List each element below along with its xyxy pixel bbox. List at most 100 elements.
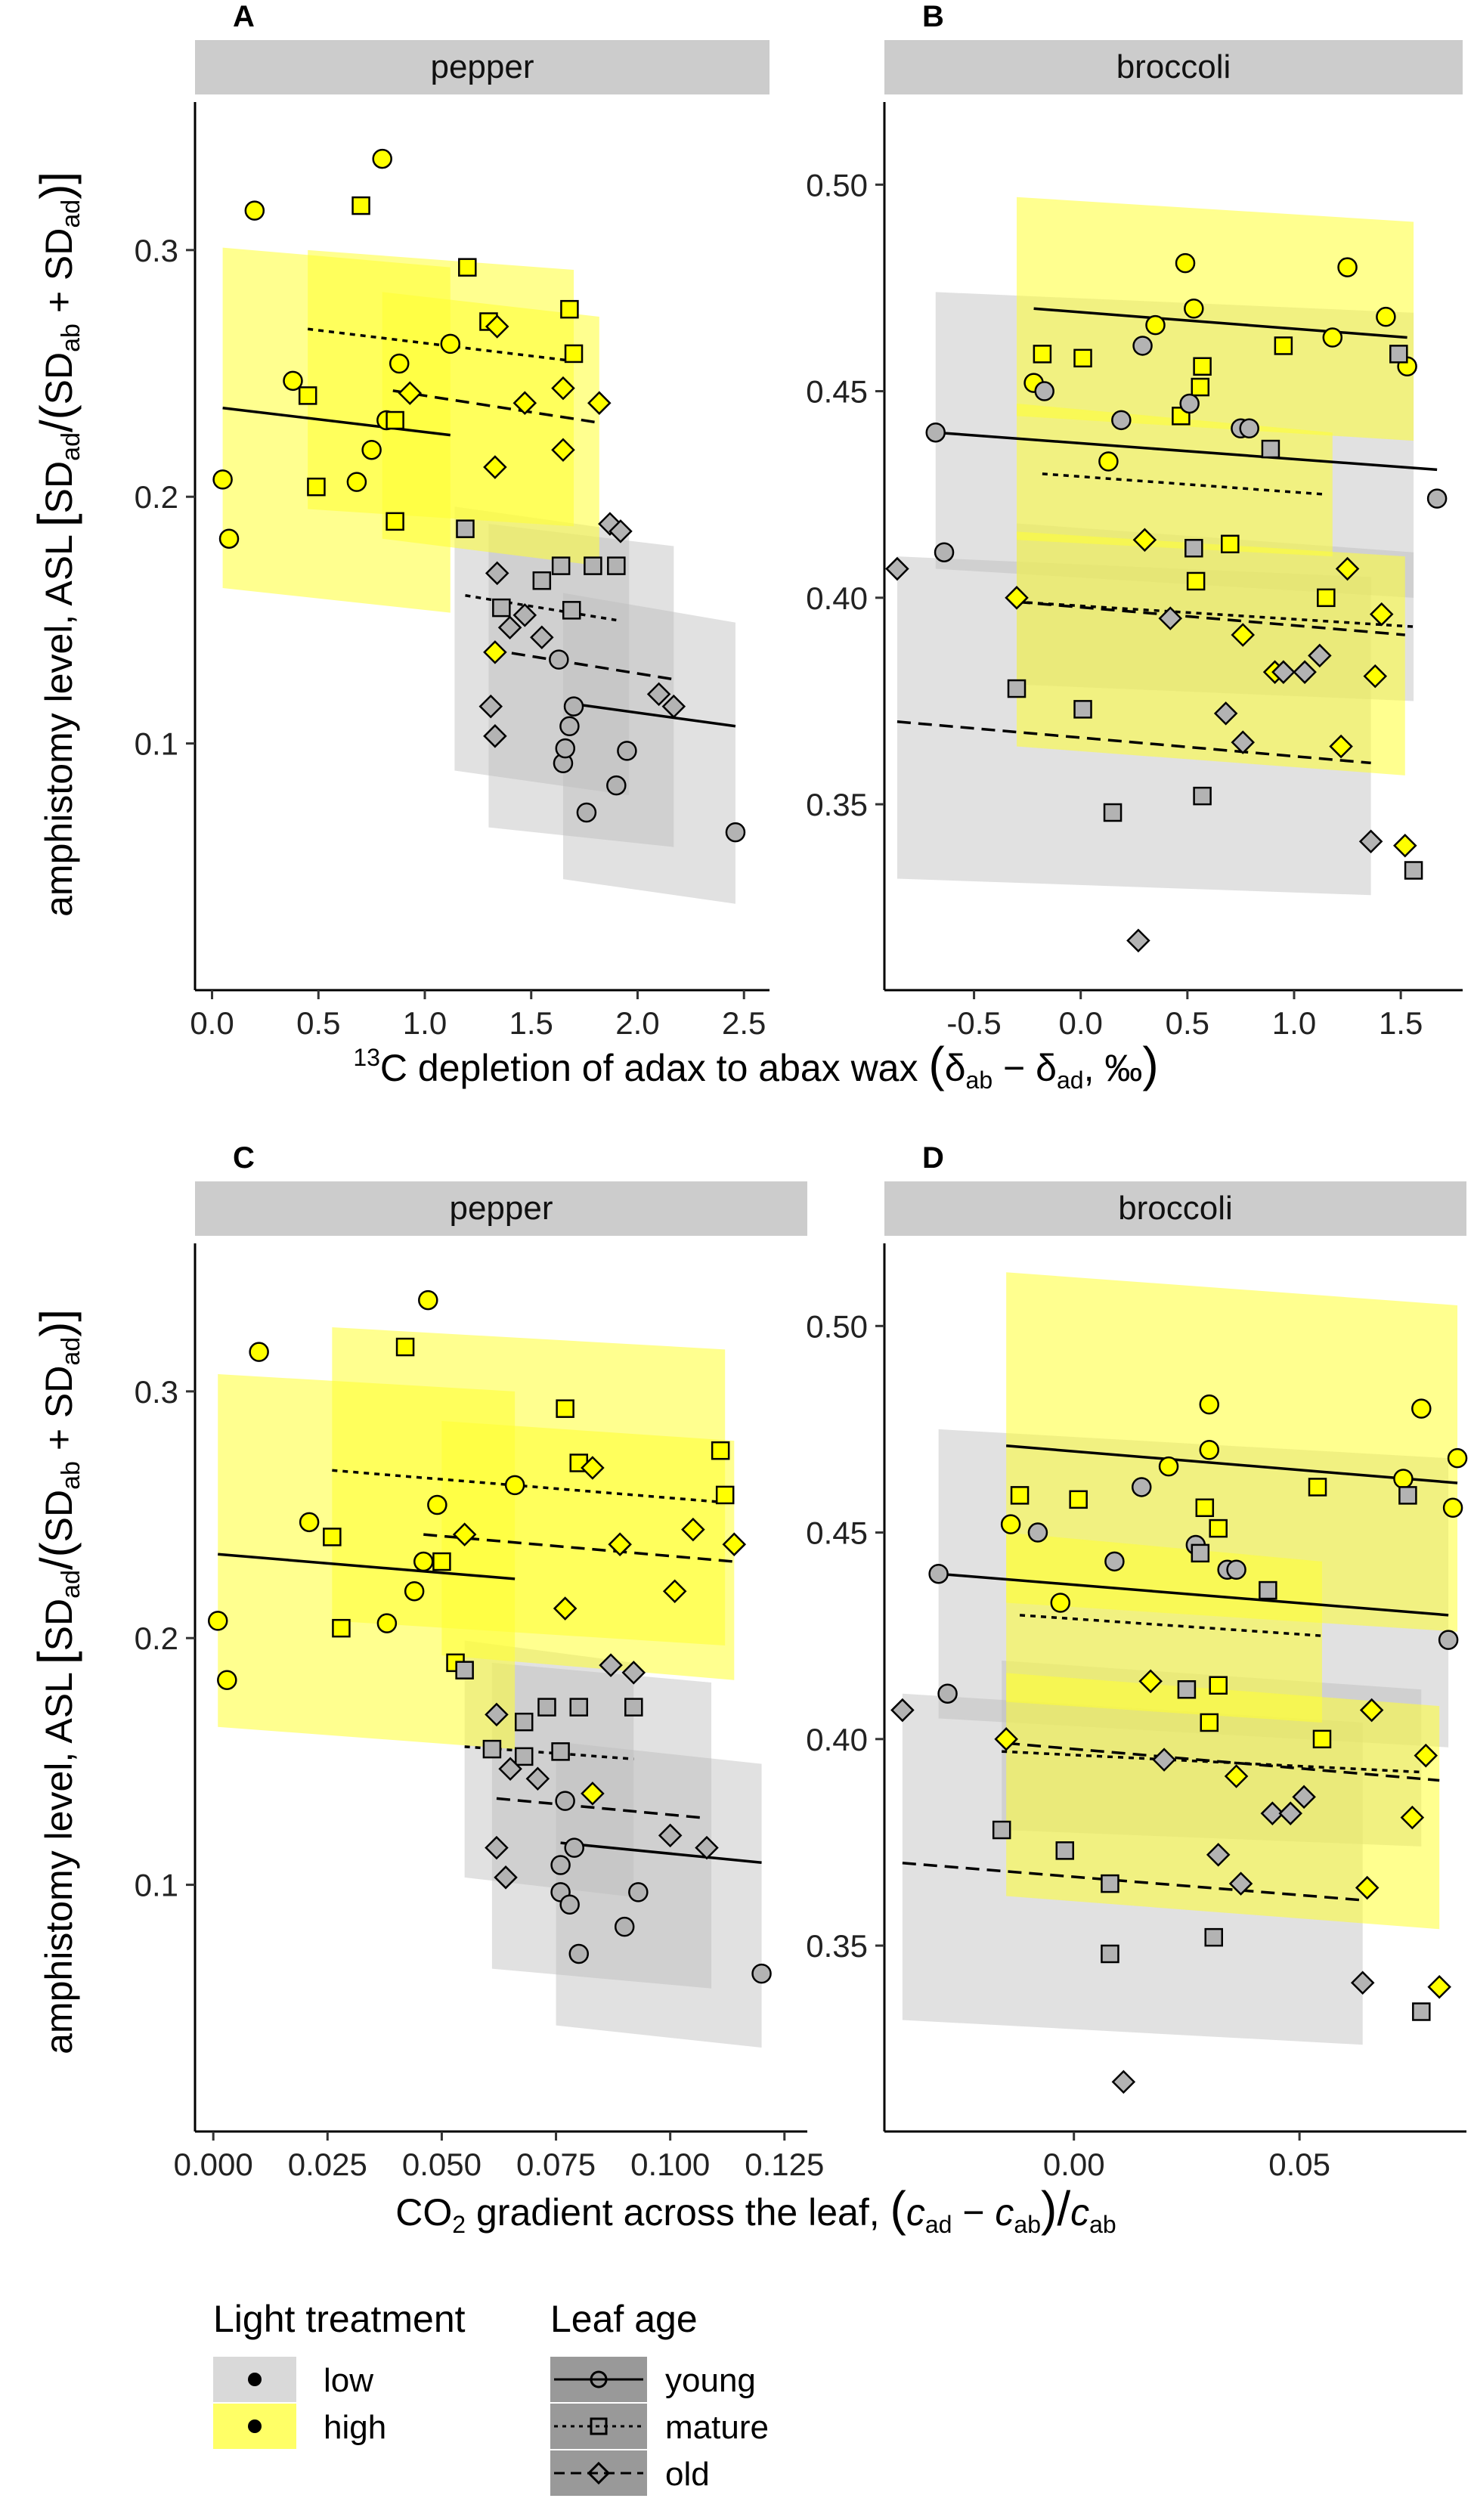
strip-b bbox=[884, 40, 1463, 94]
x-tick-label: 0.025 bbox=[288, 2147, 367, 2182]
x-tick-label: 0.00 bbox=[1043, 2147, 1105, 2182]
data-point bbox=[928, 1563, 949, 1584]
y-tick-label: 0.45 bbox=[806, 1515, 868, 1551]
confidence-bands bbox=[896, 197, 1414, 896]
fit-line-low-young bbox=[935, 431, 1438, 472]
data-point bbox=[553, 1596, 578, 1621]
data-point bbox=[298, 386, 317, 405]
legend: Light treatment low high Leaf age young … bbox=[213, 2298, 769, 2496]
data-point bbox=[722, 1532, 747, 1556]
legend-key-low-dot bbox=[248, 2373, 262, 2386]
data-point bbox=[563, 696, 584, 717]
data-point bbox=[1226, 1559, 1246, 1580]
x-tick-label: 0.125 bbox=[745, 2147, 824, 2182]
data-point bbox=[1228, 1871, 1253, 1896]
fit-line-low-mature bbox=[465, 594, 617, 622]
band-high-young bbox=[1006, 1272, 1458, 1632]
data-point bbox=[1426, 488, 1448, 509]
data-point bbox=[346, 472, 367, 492]
legend-label-young: young bbox=[665, 2362, 756, 2399]
data-point bbox=[389, 353, 410, 374]
fit-line-high-old bbox=[1006, 1741, 1440, 1782]
legend-young-marker bbox=[590, 2370, 608, 2388]
data-point bbox=[1389, 345, 1408, 364]
y-tick-label: 0.40 bbox=[806, 580, 868, 616]
data-point bbox=[715, 1485, 735, 1505]
data-point bbox=[562, 601, 581, 620]
y-axis-label-bottom: amphistomy level, ASL[SDad/(SDab + SDad)… bbox=[28, 1309, 85, 2054]
data-point bbox=[525, 1766, 550, 1791]
legend-label-old: old bbox=[665, 2456, 710, 2493]
data-point bbox=[1404, 861, 1423, 880]
data-point bbox=[1177, 1679, 1197, 1699]
y-tick-label: 0.35 bbox=[806, 1928, 868, 1964]
x-tick-label: 1.5 bbox=[1379, 1005, 1423, 1041]
fit-line-low-young bbox=[560, 1841, 762, 1864]
data-point bbox=[549, 649, 569, 670]
y-tick-label: 0.50 bbox=[806, 167, 868, 203]
fit-line-low-old bbox=[896, 720, 1371, 765]
data-point bbox=[581, 1456, 605, 1480]
data-point bbox=[218, 528, 240, 549]
y-tick-label: 0.3 bbox=[135, 233, 178, 268]
y-tick-label: 0.45 bbox=[806, 374, 868, 410]
confidence-bands bbox=[222, 247, 735, 904]
fit-line-high-mature bbox=[1019, 1614, 1323, 1637]
data-point bbox=[427, 1494, 447, 1515]
data-point bbox=[1412, 2002, 1431, 2021]
x-tick-label: 2.5 bbox=[722, 1005, 766, 1041]
data-point bbox=[1213, 701, 1238, 726]
data-point bbox=[1274, 336, 1293, 355]
data-point bbox=[485, 314, 509, 339]
data-point bbox=[299, 1512, 320, 1533]
data-point bbox=[551, 438, 575, 462]
fit-line-high-mature bbox=[1042, 472, 1327, 496]
data-point bbox=[628, 1882, 649, 1902]
legend-title-light: Light treatment bbox=[213, 2298, 466, 2340]
data-point bbox=[498, 1757, 522, 1781]
fit-line-high-young bbox=[1006, 1444, 1458, 1484]
data-point bbox=[1111, 2070, 1136, 2094]
data-point bbox=[1005, 586, 1029, 610]
data-point bbox=[1179, 393, 1200, 414]
data-point bbox=[937, 1683, 958, 1704]
legend-mature-marker bbox=[590, 2417, 608, 2435]
legend-title-age: Leaf age bbox=[550, 2298, 698, 2340]
fit-line-high-mature bbox=[332, 1469, 726, 1504]
data-point bbox=[532, 571, 552, 590]
data-point bbox=[283, 370, 303, 392]
data-point bbox=[482, 1739, 502, 1759]
data-point bbox=[497, 615, 522, 639]
data-point bbox=[483, 724, 507, 748]
fit-line-low-mature bbox=[464, 1745, 634, 1760]
x-axis-label-bottom: CO2 gradient across the leaf, (cad − cab… bbox=[395, 2181, 1116, 2238]
data-point bbox=[1191, 377, 1210, 397]
data-point bbox=[621, 1661, 646, 1685]
data-point bbox=[1398, 1486, 1417, 1505]
data-point bbox=[1101, 1874, 1119, 1893]
fit-line-low-mature bbox=[1002, 1750, 1422, 1774]
y-tick-label: 0.2 bbox=[135, 1621, 178, 1656]
band-low-old bbox=[491, 1662, 712, 1989]
data-point bbox=[555, 1791, 575, 1811]
data-point bbox=[550, 1855, 571, 1875]
data-point bbox=[1050, 1593, 1071, 1613]
data-point bbox=[624, 1698, 643, 1717]
y-tick-label: 0.1 bbox=[135, 726, 178, 762]
band-low-young bbox=[556, 1741, 762, 2048]
y-tick-label: 0.1 bbox=[135, 1868, 178, 1903]
band-high-old bbox=[382, 292, 599, 566]
data-point bbox=[1231, 623, 1256, 647]
data-point bbox=[551, 556, 571, 575]
data-point bbox=[885, 556, 909, 581]
strip-label: broccoli bbox=[1118, 1190, 1233, 1227]
data-point bbox=[386, 410, 404, 430]
data-point bbox=[607, 556, 626, 575]
data-point bbox=[1158, 1456, 1179, 1477]
y-tick-label: 0.50 bbox=[806, 1308, 868, 1344]
data-point bbox=[1131, 1477, 1152, 1497]
data-point bbox=[1393, 1469, 1414, 1489]
data-point bbox=[1293, 660, 1317, 684]
